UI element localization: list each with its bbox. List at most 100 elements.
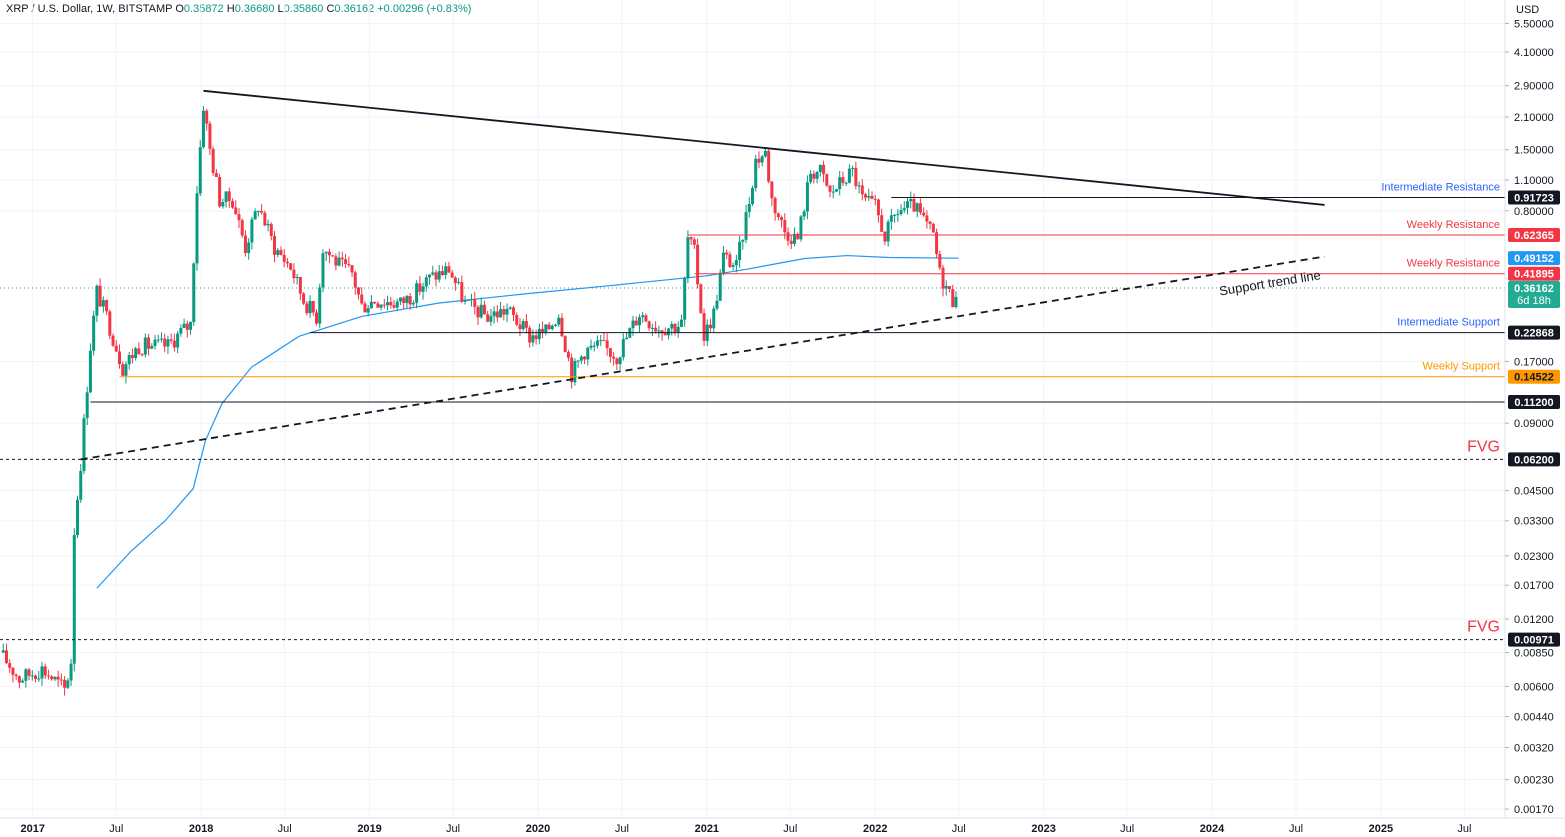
price-tick-label: 0.09000	[1514, 418, 1554, 430]
candle-body	[85, 392, 89, 419]
candle-body	[770, 181, 774, 199]
candle-body	[363, 303, 367, 313]
candle-body	[134, 348, 138, 359]
candle-body	[66, 680, 70, 688]
candle-body	[650, 327, 654, 329]
candle-body	[679, 319, 683, 327]
candle-body	[935, 232, 939, 254]
candle-body	[912, 198, 916, 212]
candle-body	[657, 330, 661, 332]
candle-body	[573, 360, 577, 383]
candle-body	[489, 316, 493, 322]
level-label: FVG	[1467, 438, 1500, 455]
candle-body	[334, 256, 338, 266]
price-tag-text: 0.14522	[1514, 372, 1554, 384]
candle-body	[302, 293, 306, 304]
candle-body	[321, 253, 325, 288]
candle-body	[153, 339, 157, 346]
candle-body	[844, 182, 848, 184]
candle-body	[828, 185, 832, 192]
candle-body	[34, 675, 38, 680]
candle-body	[599, 340, 603, 342]
candle-body	[618, 357, 622, 365]
price-tag-text: 0.41895	[1514, 269, 1554, 281]
candle-body	[605, 340, 609, 349]
candle-body	[405, 296, 409, 304]
candle-body	[444, 266, 448, 275]
candle-body	[931, 223, 935, 233]
candle-body	[273, 236, 277, 255]
candle-body	[179, 328, 183, 334]
candle-body	[738, 241, 742, 261]
candle-body	[195, 193, 199, 264]
price-tag-text: 0.11200	[1514, 397, 1553, 409]
candle-body	[922, 212, 926, 216]
price-tick-label: 0.01700	[1514, 580, 1554, 592]
price-tick-label: 0.00170	[1514, 804, 1554, 816]
candle-body	[954, 296, 958, 308]
candle-body	[453, 277, 457, 284]
candle-body	[915, 203, 919, 212]
candle-body	[534, 335, 538, 340]
candle-body	[211, 148, 215, 174]
price-axis[interactable]: USD 5.50000 4.10000 2.90000 2.10000 1.50000 1…	[1504, 0, 1554, 818]
time-axis[interactable]: 2017 Jul 2018 Jul 2019 Jul 2020 Jul 2021 Jul 2022 J…	[0, 817, 1565, 835]
candle-body	[411, 302, 415, 305]
candle-body	[647, 321, 651, 329]
price-tags: 0.91723 0.62365 0.49152 0.41895 0.22868 0.145…	[1508, 190, 1560, 647]
candle-body	[382, 304, 386, 306]
candle-body	[776, 213, 780, 218]
candle-body	[282, 254, 286, 262]
candle-body	[547, 324, 551, 330]
candle-body	[883, 231, 887, 242]
candle-body	[760, 156, 764, 163]
candle-body	[802, 211, 806, 217]
candle-body	[725, 252, 729, 255]
candle-body	[53, 676, 57, 680]
candle-body	[864, 194, 868, 198]
candle-body	[418, 283, 422, 292]
candle-body	[528, 327, 532, 343]
candle-body	[612, 356, 616, 359]
candle-body	[557, 317, 561, 325]
candle-body	[21, 680, 25, 683]
candle-body	[140, 354, 144, 356]
candle-body	[101, 300, 105, 307]
candle-body	[344, 259, 348, 264]
candle-body	[492, 311, 496, 317]
candle-body	[185, 323, 189, 330]
candle-body	[421, 286, 425, 292]
candle-body	[709, 324, 713, 329]
low-value: 0.35860	[283, 3, 324, 15]
price-tick-label: 0.00320	[1514, 743, 1554, 755]
candle-body	[867, 195, 871, 198]
candle-body	[747, 204, 751, 213]
candle-body	[686, 237, 690, 279]
candle-body	[159, 338, 163, 340]
candle-body	[870, 195, 874, 199]
time-tick-label: Jul	[1120, 823, 1134, 835]
price-tick-label: 0.00440	[1514, 712, 1554, 724]
candle-body	[156, 339, 160, 341]
candle-body	[295, 276, 299, 279]
candle-body	[925, 215, 929, 222]
candle-body	[350, 265, 354, 273]
candle-body	[163, 338, 167, 347]
candle-body	[608, 348, 612, 357]
candle-body	[46, 675, 50, 677]
candle-body	[424, 277, 428, 287]
ma-line	[96, 254, 959, 589]
candle-body	[4, 650, 8, 664]
candle-body	[40, 666, 44, 679]
candle-body	[466, 299, 470, 301]
candle-body	[741, 239, 745, 242]
candle-body	[731, 265, 735, 267]
candle-body	[944, 286, 948, 289]
candle-body	[673, 324, 677, 332]
time-tick-label: Jul	[615, 823, 629, 835]
time-tick-label: Jul	[109, 823, 123, 835]
horizontal-levels: Intermediate Resistance Weekly Resistance…	[0, 182, 1505, 641]
time-tick-label: 2019	[357, 823, 381, 835]
time-tick-label: Jul	[1457, 823, 1471, 835]
